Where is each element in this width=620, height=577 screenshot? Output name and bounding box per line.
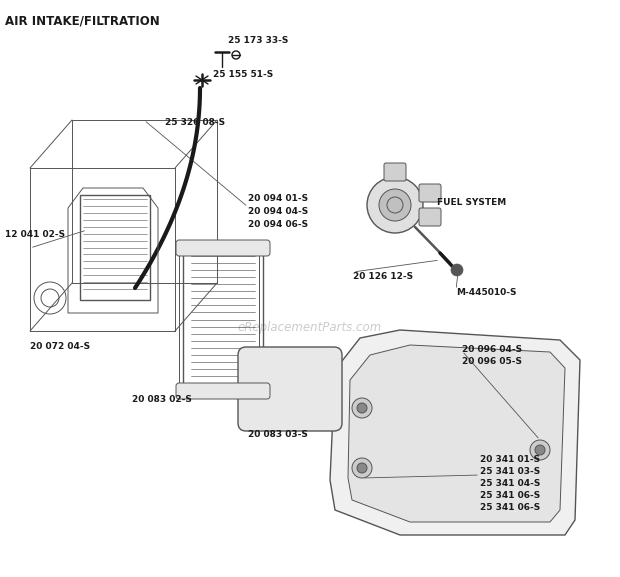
Circle shape	[530, 440, 550, 460]
Polygon shape	[348, 345, 565, 522]
Text: 25 341 03-S: 25 341 03-S	[480, 467, 540, 476]
Text: eReplacementParts.com: eReplacementParts.com	[238, 321, 382, 335]
Text: 20 096 04-S: 20 096 04-S	[462, 345, 522, 354]
Text: 20 072 04-S: 20 072 04-S	[30, 342, 90, 351]
Text: 20 094 06-S: 20 094 06-S	[248, 220, 308, 229]
Circle shape	[352, 398, 372, 418]
Circle shape	[357, 403, 367, 413]
Text: 20 094 01-S: 20 094 01-S	[248, 194, 308, 203]
Text: 25 173 33-S: 25 173 33-S	[228, 36, 288, 45]
Text: 20 094 04-S: 20 094 04-S	[248, 207, 308, 216]
FancyBboxPatch shape	[419, 208, 441, 226]
Text: 20 096 05-S: 20 096 05-S	[462, 357, 522, 366]
Text: 12 041 02-S: 12 041 02-S	[5, 230, 65, 239]
Text: 25 341 06-S: 25 341 06-S	[480, 491, 540, 500]
FancyBboxPatch shape	[176, 240, 270, 256]
Circle shape	[535, 445, 545, 455]
Text: AIR INTAKE/FILTRATION: AIR INTAKE/FILTRATION	[5, 14, 160, 27]
Text: 25 326 08-S: 25 326 08-S	[165, 118, 225, 127]
Text: FUEL SYSTEM: FUEL SYSTEM	[437, 198, 507, 207]
FancyBboxPatch shape	[176, 383, 270, 399]
Bar	[80, 195, 150, 300]
Text: 25 155 51-S: 25 155 51-S	[213, 70, 273, 79]
Text: M-445010-S: M-445010-S	[456, 288, 516, 297]
FancyBboxPatch shape	[384, 163, 406, 181]
Circle shape	[352, 458, 372, 478]
Text: 20 083 03-S: 20 083 03-S	[248, 430, 308, 439]
Text: 20 083 02-S: 20 083 02-S	[132, 395, 192, 404]
Circle shape	[451, 264, 463, 276]
Circle shape	[357, 463, 367, 473]
Circle shape	[379, 189, 411, 221]
Circle shape	[367, 177, 423, 233]
Text: 20 126 12-S: 20 126 12-S	[353, 272, 413, 281]
FancyBboxPatch shape	[238, 347, 342, 431]
Text: 25 341 04-S: 25 341 04-S	[480, 479, 541, 488]
Bar	[183, 248, 263, 391]
Text: 20 341 01-S: 20 341 01-S	[480, 455, 540, 464]
Polygon shape	[330, 330, 580, 535]
Text: 25 341 06-S: 25 341 06-S	[480, 503, 540, 512]
FancyBboxPatch shape	[419, 184, 441, 202]
